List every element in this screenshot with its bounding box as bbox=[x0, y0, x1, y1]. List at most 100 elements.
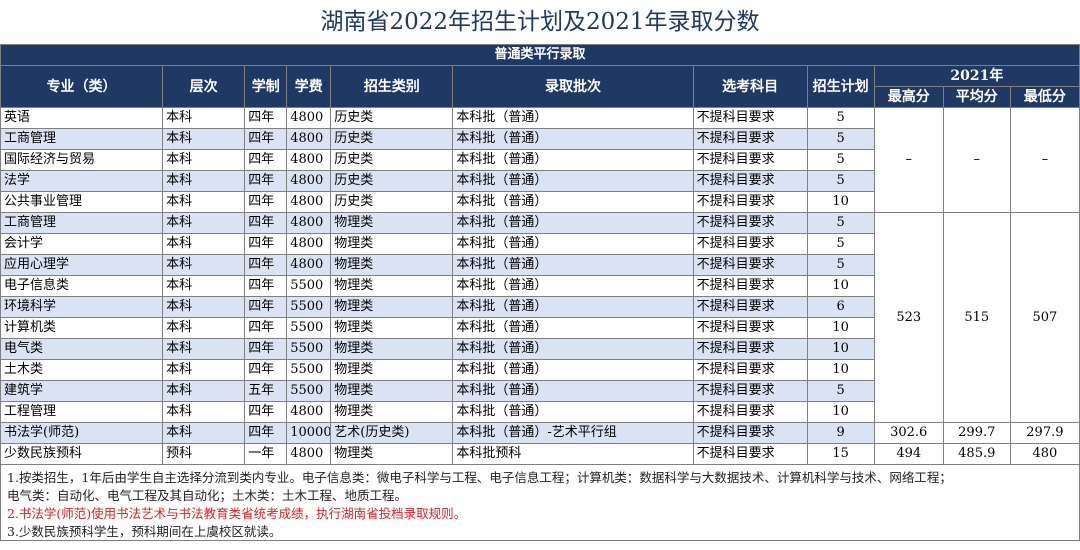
cell-subjects: 不提科目要求 bbox=[692, 401, 808, 423]
table-row: 工商管理 本科 四年 4800 历史类 本科批（普通） 不提科目要求 5 bbox=[0, 128, 1080, 150]
cell-subjects: 不提科目要求 bbox=[692, 149, 808, 171]
cell-subjects: 不提科目要求 bbox=[692, 191, 808, 213]
cell-major: 应用心理学 bbox=[0, 254, 164, 276]
note-2: 2.书法学(师范)使用书法艺术与书法教育类省统考成绩，执行湖南省投档录取规则。 bbox=[7, 506, 467, 521]
table-row: 法学 本科 四年 4800 历史类 本科批（普通） 不提科目要求 5 bbox=[0, 170, 1080, 192]
cell-years: 四年 bbox=[244, 254, 288, 276]
page-title: 湖南省2022年招生计划及2021年录取分数 bbox=[0, 0, 1080, 44]
cell-major: 环境科学 bbox=[0, 296, 164, 318]
cell-fee: 4800 bbox=[286, 212, 332, 234]
cell-fee: 4800 bbox=[286, 443, 332, 465]
cell-level: 本科 bbox=[162, 107, 246, 129]
cell-level: 本科 bbox=[162, 191, 246, 213]
cell-score-min: 507 bbox=[1009, 212, 1080, 423]
cell-category: 历史类 bbox=[330, 107, 454, 129]
cell-level: 本科 bbox=[162, 401, 246, 423]
table-row: 国际经济与贸易 本科 四年 4800 历史类 本科批（普通） 不提科目要求 5 bbox=[0, 149, 1080, 171]
cell-subjects: 不提科目要求 bbox=[692, 128, 808, 150]
cell-major: 会计学 bbox=[0, 233, 164, 255]
header-batch: 录取批次 bbox=[452, 65, 694, 108]
cell-major: 书法学(师范) bbox=[0, 422, 164, 444]
cell-major: 工程管理 bbox=[0, 401, 164, 423]
cell-plan: 5 bbox=[806, 212, 875, 234]
cell-plan: 5 bbox=[806, 380, 875, 402]
cell-batch: 本科批（普通） bbox=[452, 149, 694, 171]
cell-level: 本科 bbox=[162, 317, 246, 339]
cell-fee: 5500 bbox=[286, 380, 332, 402]
cell-batch: 本科批（普通） bbox=[452, 401, 694, 423]
cell-subjects: 不提科目要求 bbox=[692, 275, 808, 297]
cell-plan: 5 bbox=[806, 254, 875, 276]
cell-plan: 5 bbox=[806, 128, 875, 150]
cell-level: 本科 bbox=[162, 359, 246, 381]
cell-plan: 5 bbox=[806, 107, 875, 129]
table-row: 英语 本科 四年 4800 历史类 本科批（普通） 不提科目要求 5– – – bbox=[0, 107, 1080, 213]
cell-fee: 4800 bbox=[286, 107, 332, 129]
cell-years: 四年 bbox=[244, 233, 288, 255]
cell-years: 四年 bbox=[244, 149, 288, 171]
subtitle-bar: 普通类平行录取 bbox=[0, 44, 1080, 66]
cell-batch: 本科批（普通） bbox=[452, 275, 694, 297]
cell-level: 本科 bbox=[162, 338, 246, 360]
cell-major: 建筑学 bbox=[0, 380, 164, 402]
cell-subjects: 不提科目要求 bbox=[692, 296, 808, 318]
table-row: 书法学(师范) 本科 四年 10000 艺术(历史类) 本科批（普通）-艺术平行组 不提科目… bbox=[0, 422, 1080, 444]
cell-plan: 5 bbox=[806, 149, 875, 171]
note-1-cont: 电气类：自动化、电气工程及其自动化；土木类：土木工程、地质工程。 bbox=[7, 488, 408, 503]
cell-batch: 本科批（普通） bbox=[452, 212, 694, 234]
cell-plan: 10 bbox=[806, 338, 875, 360]
cell-level: 本科 bbox=[162, 149, 246, 171]
cell-score-avg: 299.7 bbox=[942, 422, 1011, 444]
cell-subjects: 不提科目要求 bbox=[692, 380, 808, 402]
cell-category: 物理类 bbox=[330, 212, 454, 234]
cell-batch: 本科批（普通） bbox=[452, 338, 694, 360]
cell-score-min: – bbox=[1009, 107, 1080, 213]
cell-years: 四年 bbox=[244, 275, 288, 297]
cell-score-avg: 485.9 bbox=[942, 443, 1011, 465]
cell-fee: 5500 bbox=[286, 338, 332, 360]
cell-major: 公共事业管理 bbox=[0, 191, 164, 213]
cell-level: 本科 bbox=[162, 254, 246, 276]
note-1: 1.按类招生，1年后由学生自主选择分流到类内专业。电子信息类：微电子科学与工程、… bbox=[7, 470, 952, 485]
cell-batch: 本科批（普通） bbox=[452, 254, 694, 276]
header-major: 专业（类） bbox=[0, 65, 164, 108]
cell-batch: 本科批（普通） bbox=[452, 107, 694, 129]
cell-plan: 5 bbox=[806, 233, 875, 255]
header-subjects: 选考科目 bbox=[692, 65, 808, 108]
cell-plan: 10 bbox=[806, 401, 875, 423]
cell-plan: 6 bbox=[806, 296, 875, 318]
table-row: 工程管理 本科 四年 4800 物理类 本科批（普通） 不提科目要求 10 bbox=[0, 401, 1080, 423]
cell-plan: 10 bbox=[806, 317, 875, 339]
cell-category: 历史类 bbox=[330, 128, 454, 150]
cell-subjects: 不提科目要求 bbox=[692, 443, 808, 465]
cell-batch: 本科批（普通） bbox=[452, 233, 694, 255]
table-row: 工商管理 本科 四年 4800 物理类 本科批（普通） 不提科目要求 5 523 515 507 bbox=[0, 212, 1080, 423]
cell-score-min: 297.9 bbox=[1009, 422, 1080, 444]
cell-batch: 本科批预科 bbox=[452, 443, 694, 465]
cell-major: 英语 bbox=[0, 107, 164, 129]
cell-batch: 本科批（普通） bbox=[452, 296, 694, 318]
cell-score-max: 523 bbox=[873, 212, 944, 423]
cell-fee: 10000 bbox=[286, 422, 332, 444]
cell-category: 物理类 bbox=[330, 401, 454, 423]
table-row: 计算机类 本科 四年 5500 物理类 本科批（普通） 不提科目要求 10 bbox=[0, 317, 1080, 339]
table-row: 建筑学 本科 五年 5500 物理类 本科批（普通） 不提科目要求 5 bbox=[0, 380, 1080, 402]
cell-category: 物理类 bbox=[330, 233, 454, 255]
cell-plan: 10 bbox=[806, 191, 875, 213]
cell-major: 土木类 bbox=[0, 359, 164, 381]
cell-major: 国际经济与贸易 bbox=[0, 149, 164, 171]
cell-years: 四年 bbox=[244, 128, 288, 150]
table-row: 土木类 本科 四年 5500 物理类 本科批（普通） 不提科目要求 10 bbox=[0, 359, 1080, 381]
cell-major: 少数民族预科 bbox=[0, 443, 164, 465]
table-row: 公共事业管理 本科 四年 4800 历史类 本科批（普通） 不提科目要求 10 bbox=[0, 191, 1080, 213]
header-category: 招生类别 bbox=[330, 65, 454, 108]
cell-batch: 本科批（普通） bbox=[452, 128, 694, 150]
cell-level: 本科 bbox=[162, 170, 246, 192]
cell-years: 四年 bbox=[244, 191, 288, 213]
cell-level: 本科 bbox=[162, 380, 246, 402]
note-3: 3.少数民族预科学生，预科期间在上虞校区就读。 bbox=[7, 524, 282, 539]
cell-category: 物理类 bbox=[330, 317, 454, 339]
cell-subjects: 不提科目要求 bbox=[692, 107, 808, 129]
cell-plan: 10 bbox=[806, 359, 875, 381]
cell-fee: 5500 bbox=[286, 317, 332, 339]
